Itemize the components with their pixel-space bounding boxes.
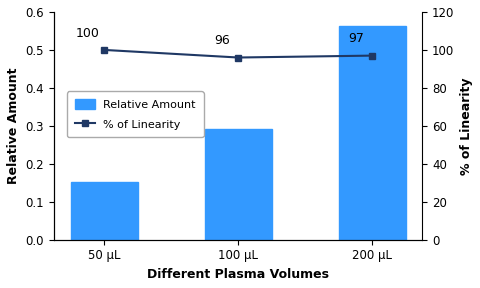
Y-axis label: % of Linearity: % of Linearity xyxy=(460,77,473,175)
Text: 97: 97 xyxy=(348,32,364,45)
X-axis label: Different Plasma Volumes: Different Plasma Volumes xyxy=(147,268,329,281)
Bar xyxy=(204,128,272,240)
Legend: Relative Amount, % of Linearity: Relative Amount, % of Linearity xyxy=(67,92,204,137)
Bar xyxy=(71,182,138,240)
Text: 96: 96 xyxy=(214,34,230,47)
Bar xyxy=(339,26,406,240)
Y-axis label: Relative Amount: Relative Amount xyxy=(7,68,20,184)
Text: 100: 100 xyxy=(76,27,100,40)
